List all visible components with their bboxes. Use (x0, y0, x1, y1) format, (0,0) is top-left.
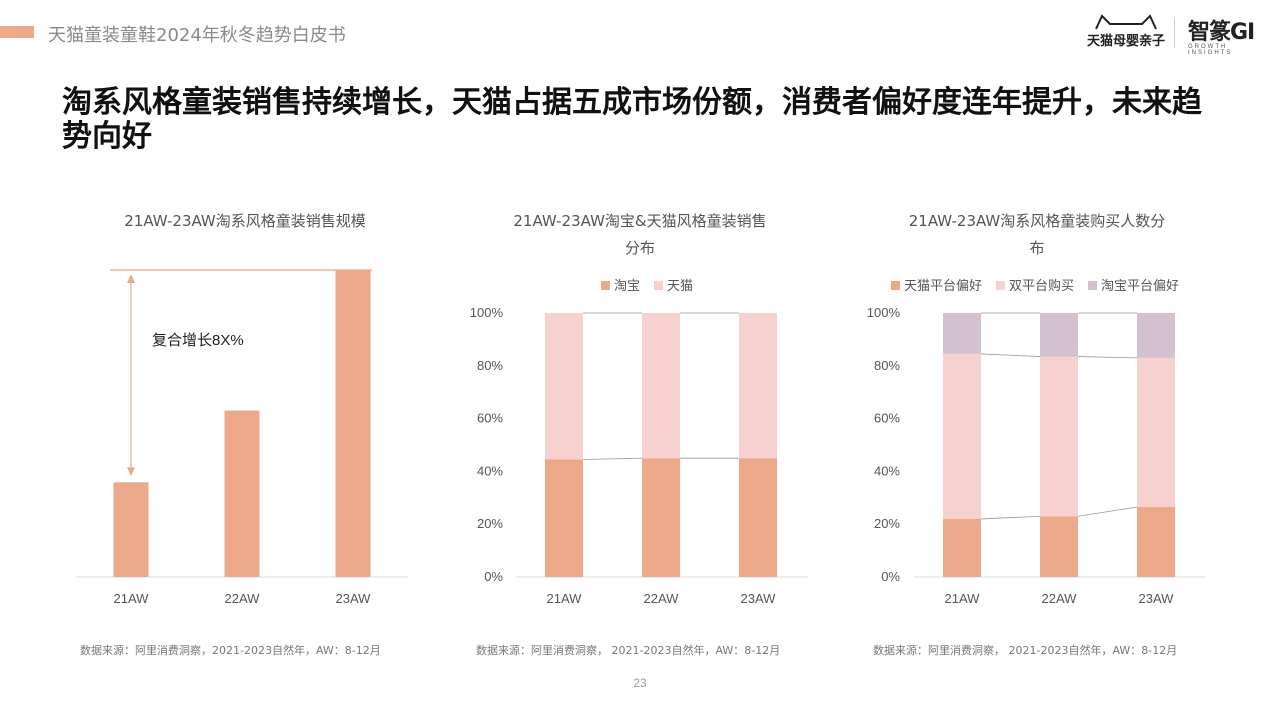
chart2-source: 数据来源：阿里消费洞察， 2021-2023自然年，AW：8-12月 (476, 644, 781, 657)
chart2-bar-21AW-天猫 (545, 313, 583, 460)
chart3-y-tick: 100% (867, 305, 901, 320)
chart3-bar-23AW-双平台购买 (1137, 357, 1175, 508)
page-number: 23 (633, 676, 647, 690)
zhizuan-logo: 智篆GI GROWTH INSIGHTS (1188, 14, 1268, 56)
chart3-bar-23AW-淘宝平台偏好 (1137, 313, 1175, 358)
chart2-bar-22AW-淘宝 (642, 458, 680, 577)
chart3-legend-swatch (891, 281, 900, 290)
chart1-bar-23AW (335, 270, 371, 577)
report-title: 天猫童装童鞋2024年秋冬趋势白皮书 (48, 25, 346, 46)
chart3-legend-swatch (1088, 281, 1097, 290)
chart2-x-tick: 22AW (644, 591, 680, 606)
chart2-legend: 淘宝 天猫 (601, 278, 693, 293)
chart2-title-line2: 分布 (624, 239, 655, 257)
chart3-bar-22AW-天猫平台偏好 (1040, 516, 1078, 577)
chart1-arrow-up-icon (127, 274, 135, 283)
chart3-bar-21AW-淘宝平台偏好 (943, 313, 981, 354)
chart1-annotation: 复合增长8X% (152, 331, 244, 349)
chart2-title: 21AW-23AW淘宝&天猫风格童装销售 分布 (475, 208, 805, 262)
chart1-x-tick: 23AW (336, 591, 372, 606)
chart3-connector-line (980, 515, 1041, 520)
chart1-source: 数据来源：阿里消费洞察，2021-2023自然年，AW：8-12月 (80, 644, 381, 657)
chart2-legend-label: 天猫 (667, 278, 693, 293)
chart1-x-tick: 22AW (225, 591, 261, 606)
chart1-arrow-down-icon (127, 467, 135, 477)
chart2-y-tick: 60% (477, 411, 503, 426)
chart3-y-tick: 60% (874, 411, 900, 426)
zhizuan-logo-subtext: GROWTH INSIGHTS (1188, 44, 1233, 56)
chart3-y-tick: 0% (881, 569, 900, 584)
chart3-connector-line (1077, 506, 1138, 517)
tmall-cat-ears-icon (1095, 14, 1157, 30)
chart3-title-line1: 21AW-23AW淘系风格童装购买人数分 (908, 212, 1166, 230)
chart3-connector-line (1077, 356, 1138, 359)
chart3-x-tick: 21AW (945, 591, 981, 606)
chart2-bar-23AW-天猫 (739, 313, 777, 459)
chart1-x-tick: 21AW (114, 591, 150, 606)
chart2-y-tick: 100% (470, 305, 504, 320)
chart2-y-tick: 0% (484, 569, 503, 584)
chart3-y-tick: 20% (874, 516, 900, 531)
chart3-x-tick: 23AW (1139, 591, 1175, 606)
chart3-legend: 天猫平台偏好 双平台购买 淘宝平台偏好 (891, 278, 1179, 293)
chart2-connector-line (582, 457, 643, 460)
chart3-plot: 0% 20% 40% 60% 80% 100% 21AW 22AW 23AW 天猫平台偏好 双平台购… (867, 278, 1205, 606)
chart3-legend-label: 天猫平台偏好 (904, 278, 982, 293)
chart2-bar-21AW-淘宝 (545, 459, 583, 577)
chart2-legend-label: 淘宝 (614, 278, 640, 293)
chart3-bar-22AW-双平台购买 (1040, 356, 1078, 517)
chart3-x-tick: 22AW (1042, 591, 1078, 606)
chart3-bar-22AW-淘宝平台偏好 (1040, 313, 1078, 357)
chart2-title-line1: 21AW-23AW淘宝&天猫风格童装销售 (513, 212, 767, 230)
tmall-logo-text: 天猫母婴亲子 (1086, 34, 1165, 49)
chart2-x-tick: 21AW (547, 591, 583, 606)
logo-divider (1174, 18, 1175, 48)
chart3-connector-line (980, 353, 1041, 357)
chart1-plot: 21AW 22AW 23AW 复合增长8X% (76, 269, 408, 606)
chart2-bar-22AW-天猫 (642, 313, 680, 459)
chart3-legend-label: 双平台购买 (1009, 278, 1074, 293)
chart1-title: 21AW-23AW淘系风格童装销售规模 (124, 212, 366, 230)
chart3-source: 数据来源：阿里消费洞察， 2021-2023自然年，AW：8-12月 (873, 644, 1178, 657)
chart3-title: 21AW-23AW淘系风格童装购买人数分 布 (872, 208, 1202, 262)
chart3-bar-23AW-天猫平台偏好 (1137, 507, 1175, 577)
tmall-baby-logo: 天猫母婴亲子 (1086, 12, 1166, 56)
chart2-x-tick: 23AW (741, 591, 777, 606)
chart2-legend-swatch (654, 281, 663, 290)
chart2-plot: 0% 20% 40% 60% 80% 100% 21AW 22AW 23AW 淘宝 天猫 (470, 278, 808, 606)
chart3-y-tick: 40% (874, 463, 900, 478)
chart2-legend-swatch (601, 281, 610, 290)
chart3-title-line2: 布 (1029, 239, 1045, 257)
zhizuan-logo-text: 智篆GI (1188, 20, 1255, 45)
chart3-y-tick: 80% (874, 358, 900, 373)
chart2-y-tick: 20% (477, 516, 503, 531)
header-accent-bar (0, 26, 34, 38)
page-headline: 淘系风格童装销售持续增长，天猫占据五成市场份额，消费者偏好度连年提升，未来趋势向… (62, 85, 1202, 154)
chart1-bar-21AW (113, 482, 149, 577)
chart3-legend-swatch (996, 281, 1005, 290)
chart2-bar-23AW-淘宝 (739, 458, 777, 577)
chart2-y-tick: 40% (477, 463, 503, 478)
chart1-bar-22AW (224, 410, 260, 577)
chart2-y-tick: 80% (477, 358, 503, 373)
chart3-bar-21AW-双平台购买 (943, 353, 981, 519)
chart3-legend-label: 淘宝平台偏好 (1101, 278, 1179, 293)
chart3-bar-21AW-天猫平台偏好 (943, 518, 981, 577)
